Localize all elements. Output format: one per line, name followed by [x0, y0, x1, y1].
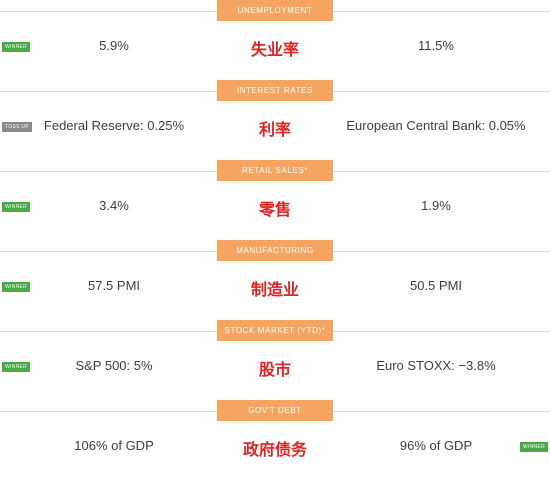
chinese-label: 股市 — [258, 360, 292, 379]
winner-badge: WINNER — [2, 42, 31, 52]
section-unemployment: UNEMPLOYMENT WINNER 5.9% 失业率 11.5% — [0, 0, 550, 80]
section-tag: INTEREST RATES — [217, 80, 333, 101]
left-value: S&P 500: 5% — [75, 358, 153, 373]
winner-badge: WINNER — [519, 442, 548, 452]
section-tag: MANUFACTURING — [217, 240, 333, 261]
left-value: 3.4% — [99, 198, 129, 213]
right-value: European Central Bank: 0.05% — [346, 118, 526, 133]
section-govt-debt: GOV'T DEBT 106% of GDP 政府债务 96% of GDP W… — [0, 400, 550, 480]
winner-badge: WINNER — [2, 282, 31, 292]
section-manufacturing: MANUFACTURING WINNER 57.5 PMI 制造业 50.5 P… — [0, 240, 550, 320]
chinese-label: 政府债务 — [242, 440, 308, 459]
chinese-label: 零售 — [258, 200, 292, 219]
right-value: 1.9% — [421, 198, 451, 213]
right-value: 11.5% — [418, 38, 454, 53]
section-stock-market: STOCK MARKET (YTD)* WINNER S&P 500: 5% 股… — [0, 320, 550, 400]
winner-badge: WINNER — [2, 202, 31, 212]
section-tag: GOV'T DEBT — [217, 400, 333, 421]
section-tag: STOCK MARKET (YTD)* — [217, 320, 333, 341]
right-value: Euro STOXX: −3.8% — [376, 358, 496, 373]
right-value: 96% of GDP — [399, 438, 473, 453]
winner-badge: WINNER — [2, 362, 31, 372]
left-value: Federal Reserve: 0.25% — [43, 118, 185, 133]
right-value: 50.5 PMI — [409, 278, 463, 293]
left-value: 5.9% — [99, 38, 129, 53]
toss-up-badge: TOSS UP — [2, 122, 32, 132]
left-value: 57.5 PMI — [87, 278, 141, 293]
chinese-label: 利率 — [258, 120, 292, 139]
left-value: 106% of GDP — [74, 438, 154, 453]
chinese-label: 制造业 — [250, 280, 300, 299]
section-interest-rates: INTEREST RATES TOSS UP Federal Reserve: … — [0, 80, 550, 160]
section-tag: UNEMPLOYMENT — [217, 0, 333, 21]
chinese-label: 失业率 — [250, 40, 300, 59]
section-retail-sales: RETAIL SALES* WINNER 3.4% 零售 1.9% — [0, 160, 550, 240]
section-tag: RETAIL SALES* — [217, 160, 333, 181]
